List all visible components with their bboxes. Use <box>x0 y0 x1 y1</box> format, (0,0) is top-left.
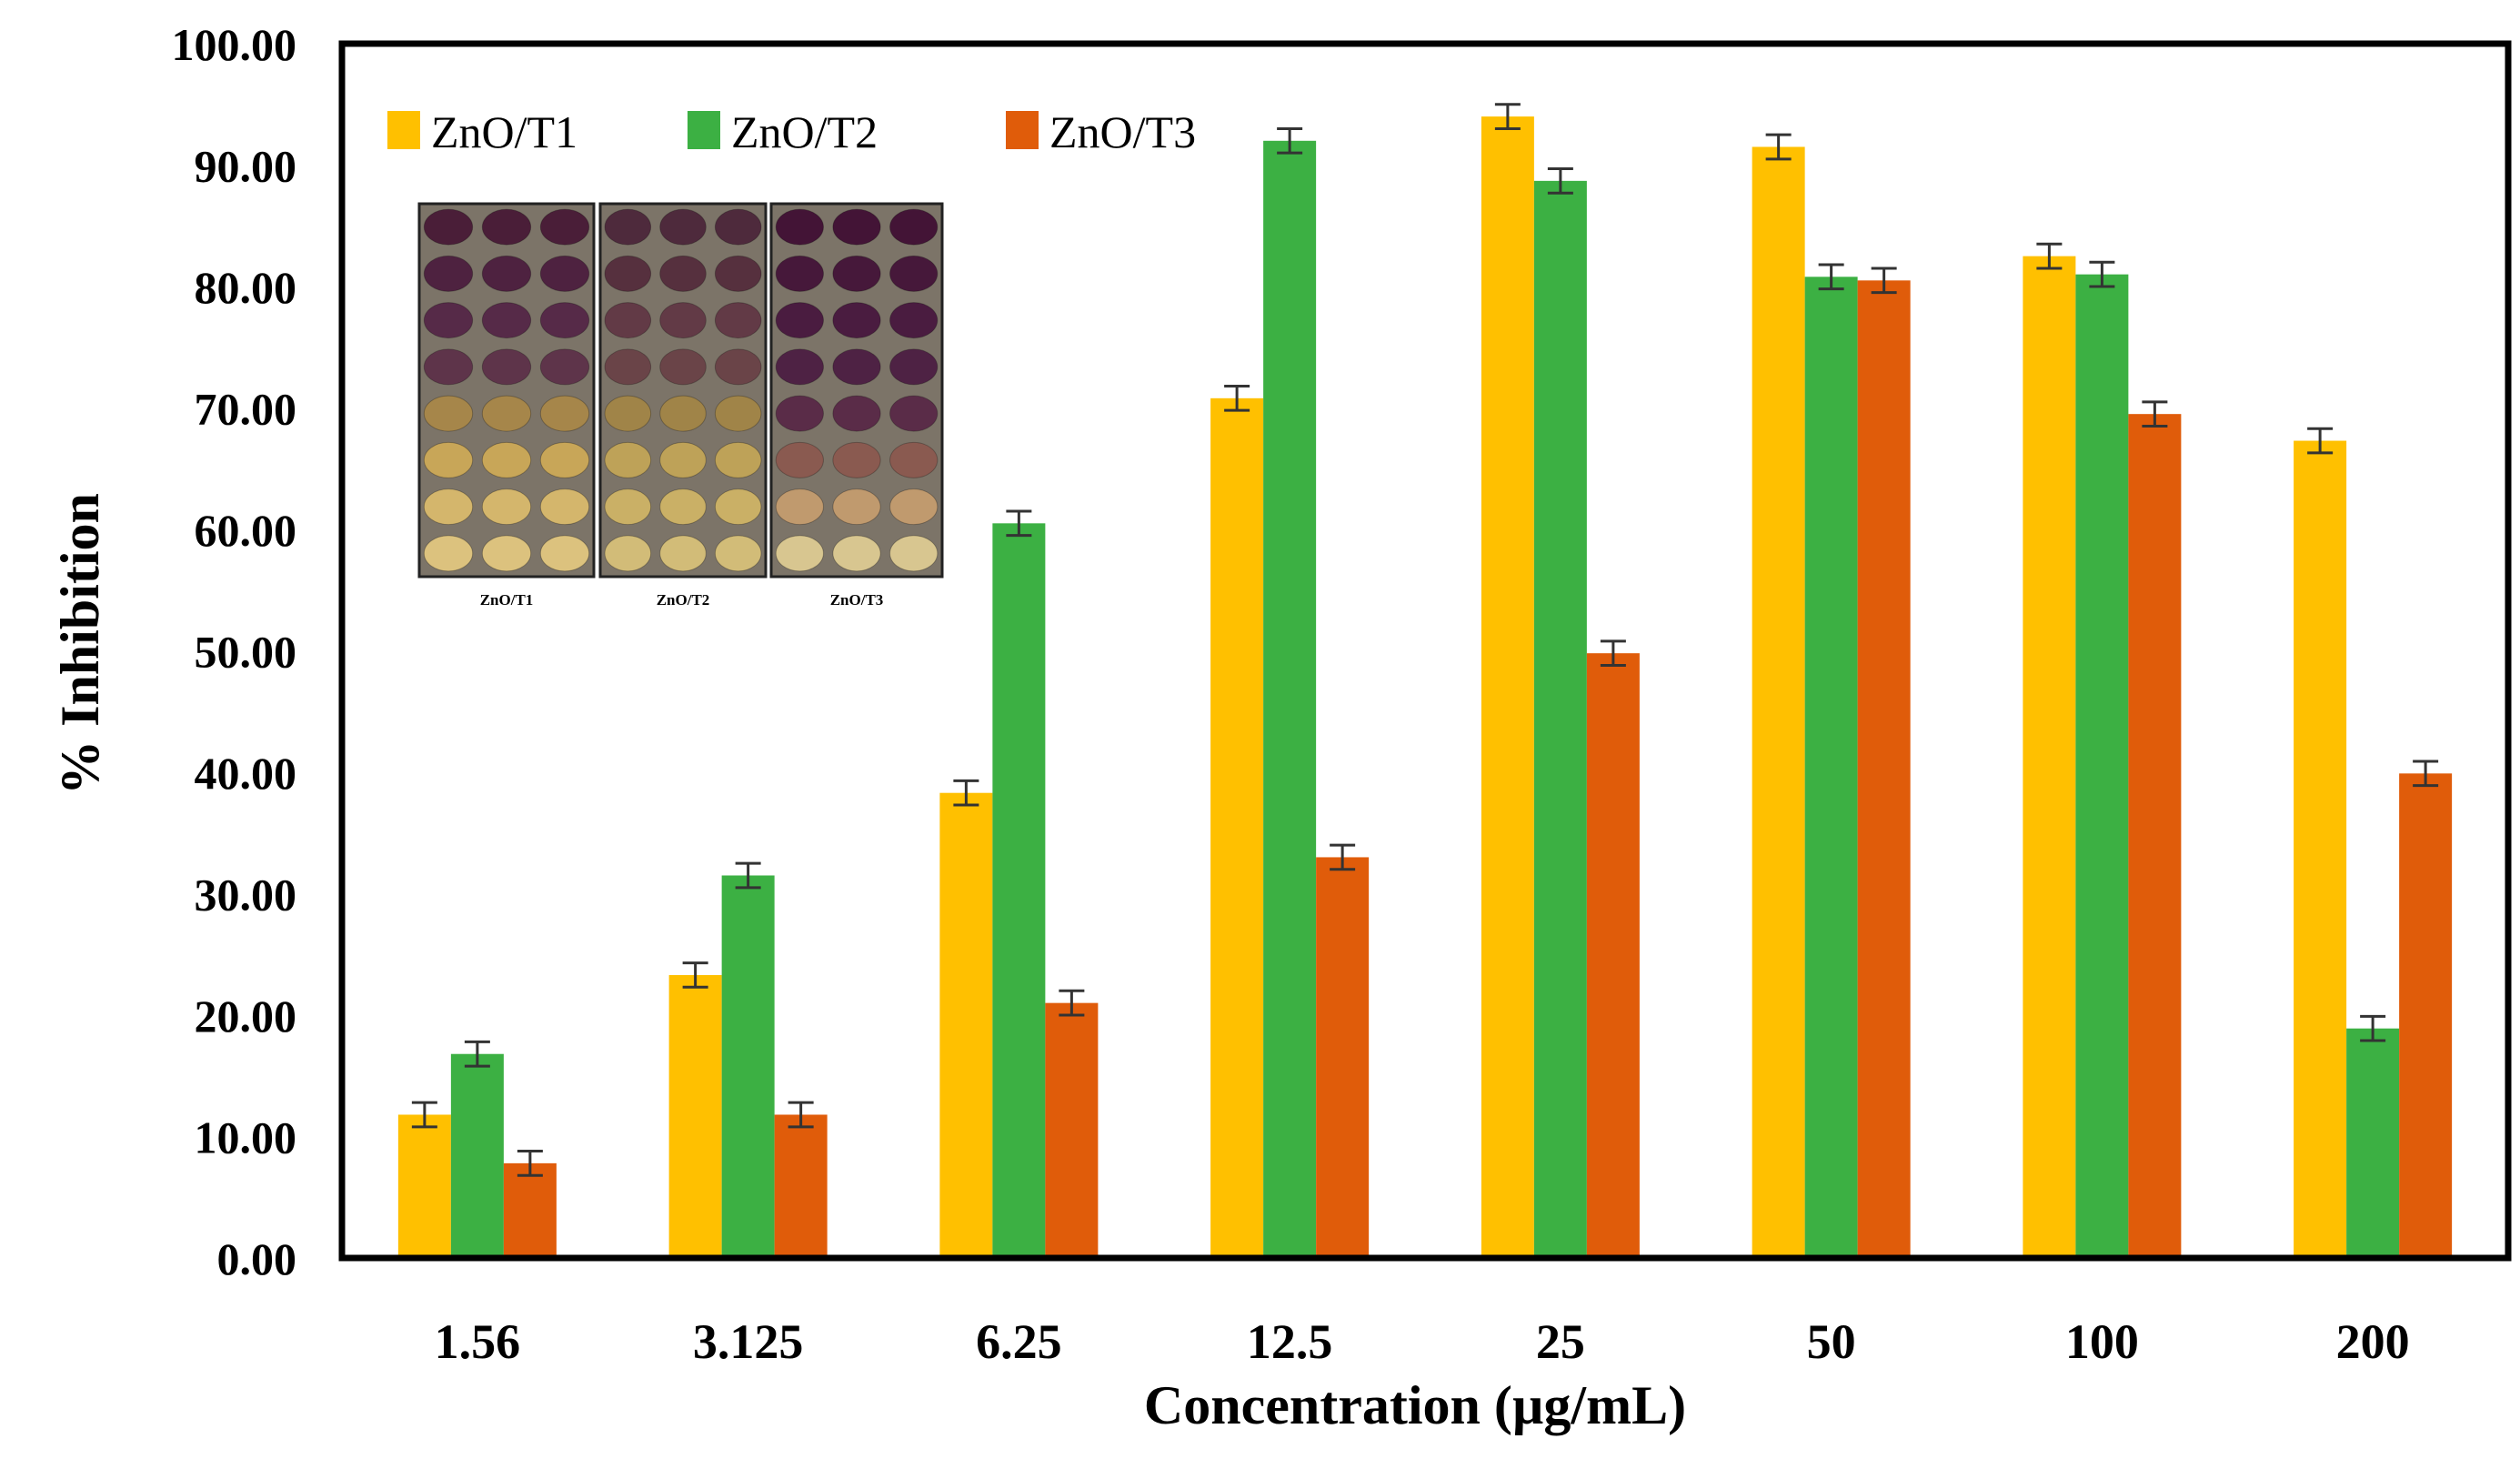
bar-zno-t2-12-5 <box>1263 140 1317 1258</box>
error-bar <box>1494 103 1521 130</box>
bar-zno-t1-200 <box>2294 440 2347 1258</box>
inset-label-3: ZnO/T3 <box>830 591 884 609</box>
error-bar <box>1006 509 1032 538</box>
legend-swatch-1 <box>387 111 420 149</box>
y-axis-title: % Inhibition <box>50 493 110 795</box>
plot-frame <box>338 40 2512 1262</box>
error-bar <box>1059 989 1085 1017</box>
bar-zno-t1-50 <box>1752 146 1805 1259</box>
bar-zno-t3-1-56 <box>503 1162 557 1258</box>
x-axis-title: Concentration (µg/mL) <box>1144 1375 1686 1435</box>
bar-zno-t1-100 <box>2023 256 2076 1258</box>
bars-group <box>397 116 2453 1259</box>
error-bar <box>1765 133 1792 161</box>
y-tick-label: 10.00 <box>195 1112 297 1163</box>
y-tick-label: 80.00 <box>195 262 297 313</box>
error-bar <box>2142 400 2168 428</box>
bar-zno-t2-6-25 <box>992 523 1046 1258</box>
error-bar <box>1547 167 1573 195</box>
bar-zno-t2-100 <box>2075 274 2129 1258</box>
bar-zno-t2-1-56 <box>450 1053 504 1258</box>
bar-zno-t1-6-25 <box>939 792 993 1258</box>
error-bar <box>2307 427 2334 455</box>
legend-label-3: ZnO/T3 <box>1049 106 1196 157</box>
bar-zno-t2-50 <box>1804 277 1858 1258</box>
x-axis-ticks: 1.56 3.125 6.25 12.5 25 50 100 200 <box>435 1314 2410 1369</box>
error-bar <box>1600 639 1626 668</box>
y-tick-label: 20.00 <box>195 991 297 1041</box>
well-plate-inset: ZnO/T1 ZnO/T2 ZnO/T3 <box>417 202 944 609</box>
y-tick-label: 60.00 <box>195 505 297 556</box>
bar-zno-t2-200 <box>2346 1028 2400 1258</box>
inset-label-2: ZnO/T2 <box>657 591 710 609</box>
inset-label-1: ZnO/T1 <box>480 591 534 609</box>
error-bar <box>411 1101 437 1129</box>
legend-label-2: ZnO/T2 <box>731 106 878 157</box>
y-tick-label: 90.00 <box>195 141 297 192</box>
legend-swatch-2 <box>688 111 720 149</box>
legend-swatch-3 <box>1006 111 1039 149</box>
error-bar <box>2360 1014 2386 1042</box>
error-bar <box>735 861 761 890</box>
error-bar <box>1871 267 1897 295</box>
x-tick-label: 1.56 <box>435 1314 521 1369</box>
error-bar <box>464 1040 490 1068</box>
bar-zno-t3-6-25 <box>1045 1002 1099 1258</box>
error-bar <box>682 961 708 989</box>
x-tick-label: 3.125 <box>693 1314 804 1369</box>
error-bar <box>2413 760 2439 788</box>
bar-zno-t3-25 <box>1586 653 1640 1258</box>
bar-zno-t3-50 <box>1857 280 1911 1259</box>
x-tick-label: 12.5 <box>1247 1314 1333 1369</box>
bar-zno-t2-3-125 <box>721 875 775 1258</box>
bar-zno-t1-12-5 <box>1210 397 1264 1258</box>
x-tick-label: 50 <box>1807 1314 1856 1369</box>
bar-zno-t3-100 <box>2128 414 2182 1258</box>
y-tick-label: 70.00 <box>195 384 297 435</box>
error-bar <box>953 779 979 807</box>
bar-zno-t1-25 <box>1481 116 1534 1259</box>
x-tick-label: 6.25 <box>976 1314 1062 1369</box>
legend: ZnO/T1 ZnO/T2 ZnO/T3 <box>387 106 1196 157</box>
inset-panel-2 <box>598 202 768 579</box>
inset-panel-1 <box>417 202 596 579</box>
x-tick-label: 25 <box>1536 1314 1585 1369</box>
error-bar <box>1277 126 1303 155</box>
y-axis-ticks: 0.00 10.00 20.00 30.00 40.00 50.00 60.00 70.00 8… <box>172 19 297 1284</box>
bar-zno-t1-3-125 <box>668 974 722 1258</box>
x-tick-label: 100 <box>2065 1314 2139 1369</box>
bar-zno-t1-1-56 <box>397 1114 451 1258</box>
y-tick-label: 0.00 <box>217 1233 297 1284</box>
error-bars-group <box>411 103 2439 1177</box>
inset-panel-3 <box>769 202 944 579</box>
error-bar <box>517 1150 543 1177</box>
error-bar <box>2089 260 2115 288</box>
y-tick-label: 50.00 <box>195 627 297 678</box>
x-tick-label: 200 <box>2336 1314 2410 1369</box>
y-tick-label: 100.00 <box>172 19 297 70</box>
bar-zno-t2-25 <box>1533 180 1587 1259</box>
bar-zno-t3-12-5 <box>1316 857 1370 1258</box>
bar-zno-t3-3-125 <box>774 1114 828 1258</box>
error-bar <box>1818 263 1844 291</box>
y-tick-label: 40.00 <box>195 748 297 799</box>
bar-zno-t3-200 <box>2399 773 2453 1258</box>
legend-label-1: ZnO/T1 <box>431 106 577 157</box>
error-bar <box>1330 843 1356 871</box>
y-tick-label: 30.00 <box>195 870 297 921</box>
error-bar <box>1224 384 1250 412</box>
error-bar <box>788 1101 814 1129</box>
error-bar <box>2036 242 2063 270</box>
